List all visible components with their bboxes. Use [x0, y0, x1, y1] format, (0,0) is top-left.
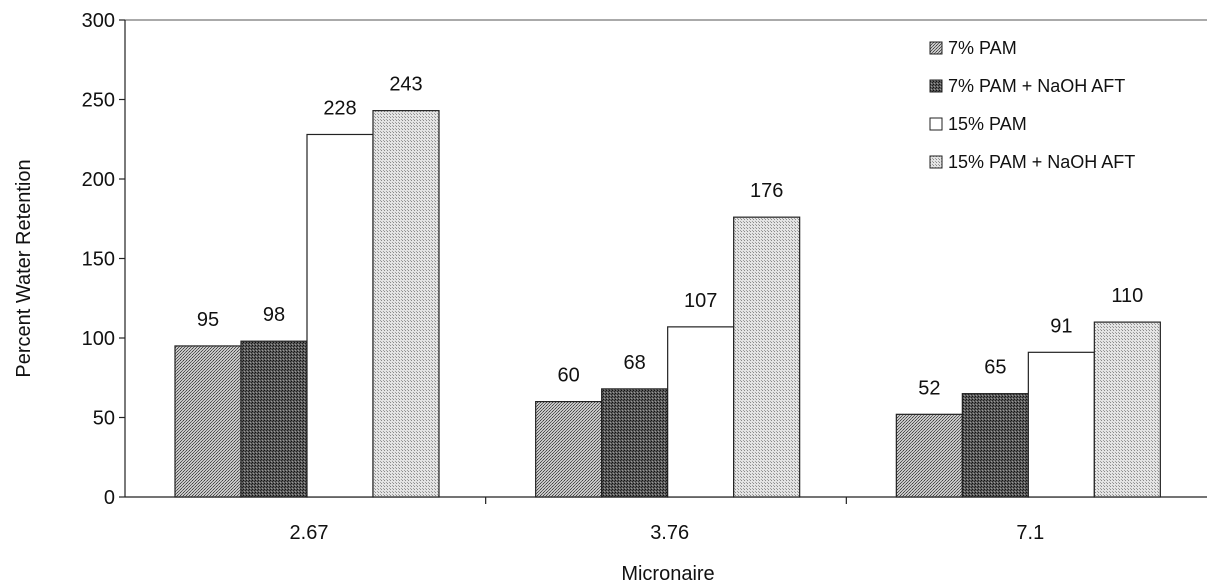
bar [961, 393, 1029, 498]
bar [240, 340, 308, 498]
x-axis-title: Micronaire [621, 563, 714, 585]
legend-swatch [929, 117, 943, 131]
y-tick-label: 50 [93, 408, 115, 430]
bar [306, 133, 374, 498]
y-tick-label: 300 [82, 10, 115, 32]
x-tick-label: 3.76 [650, 522, 689, 544]
bar [1093, 321, 1161, 498]
legend-swatch [929, 155, 943, 169]
legend-label: 15% PAM + NaOH AFT [948, 152, 1135, 172]
bar [535, 401, 603, 498]
y-tick-label: 0 [104, 487, 115, 509]
legend-label: 7% PAM [948, 38, 1017, 58]
y-tick-label: 250 [82, 90, 115, 112]
bar [895, 413, 963, 498]
bar [601, 388, 669, 498]
data-label: 52 [918, 377, 940, 399]
data-label: 107 [684, 290, 717, 312]
y-tick-label: 100 [82, 328, 115, 350]
x-tick-label: 2.67 [290, 522, 329, 544]
legend-swatch [929, 41, 943, 55]
data-label: 98 [263, 304, 285, 326]
data-label: 68 [624, 352, 646, 374]
bar [174, 345, 242, 498]
legend: 7% PAM 7% PAM + NaOH AFT 15% PAM 15% PAM + … [929, 38, 1135, 172]
data-label: 65 [984, 357, 1006, 379]
data-label: 176 [750, 180, 783, 202]
bar [733, 216, 801, 498]
data-label: 91 [1050, 315, 1072, 337]
x-tick-label: 7.1 [1016, 522, 1044, 544]
y-tick-label: 150 [82, 249, 115, 271]
y-tick-label: 200 [82, 169, 115, 191]
data-label: 95 [197, 309, 219, 331]
bar [667, 326, 735, 498]
legend-label: 7% PAM + NaOH AFT [948, 76, 1125, 96]
data-label: 243 [389, 74, 422, 96]
data-label: 110 [1111, 285, 1143, 307]
bar [1027, 351, 1095, 498]
bar [372, 110, 440, 498]
data-label: 60 [558, 365, 580, 387]
y-axis-title: Percent Water Retention [13, 159, 35, 377]
data-label: 228 [323, 97, 356, 119]
legend-label: 15% PAM [948, 114, 1027, 134]
legend-swatch [929, 79, 943, 93]
